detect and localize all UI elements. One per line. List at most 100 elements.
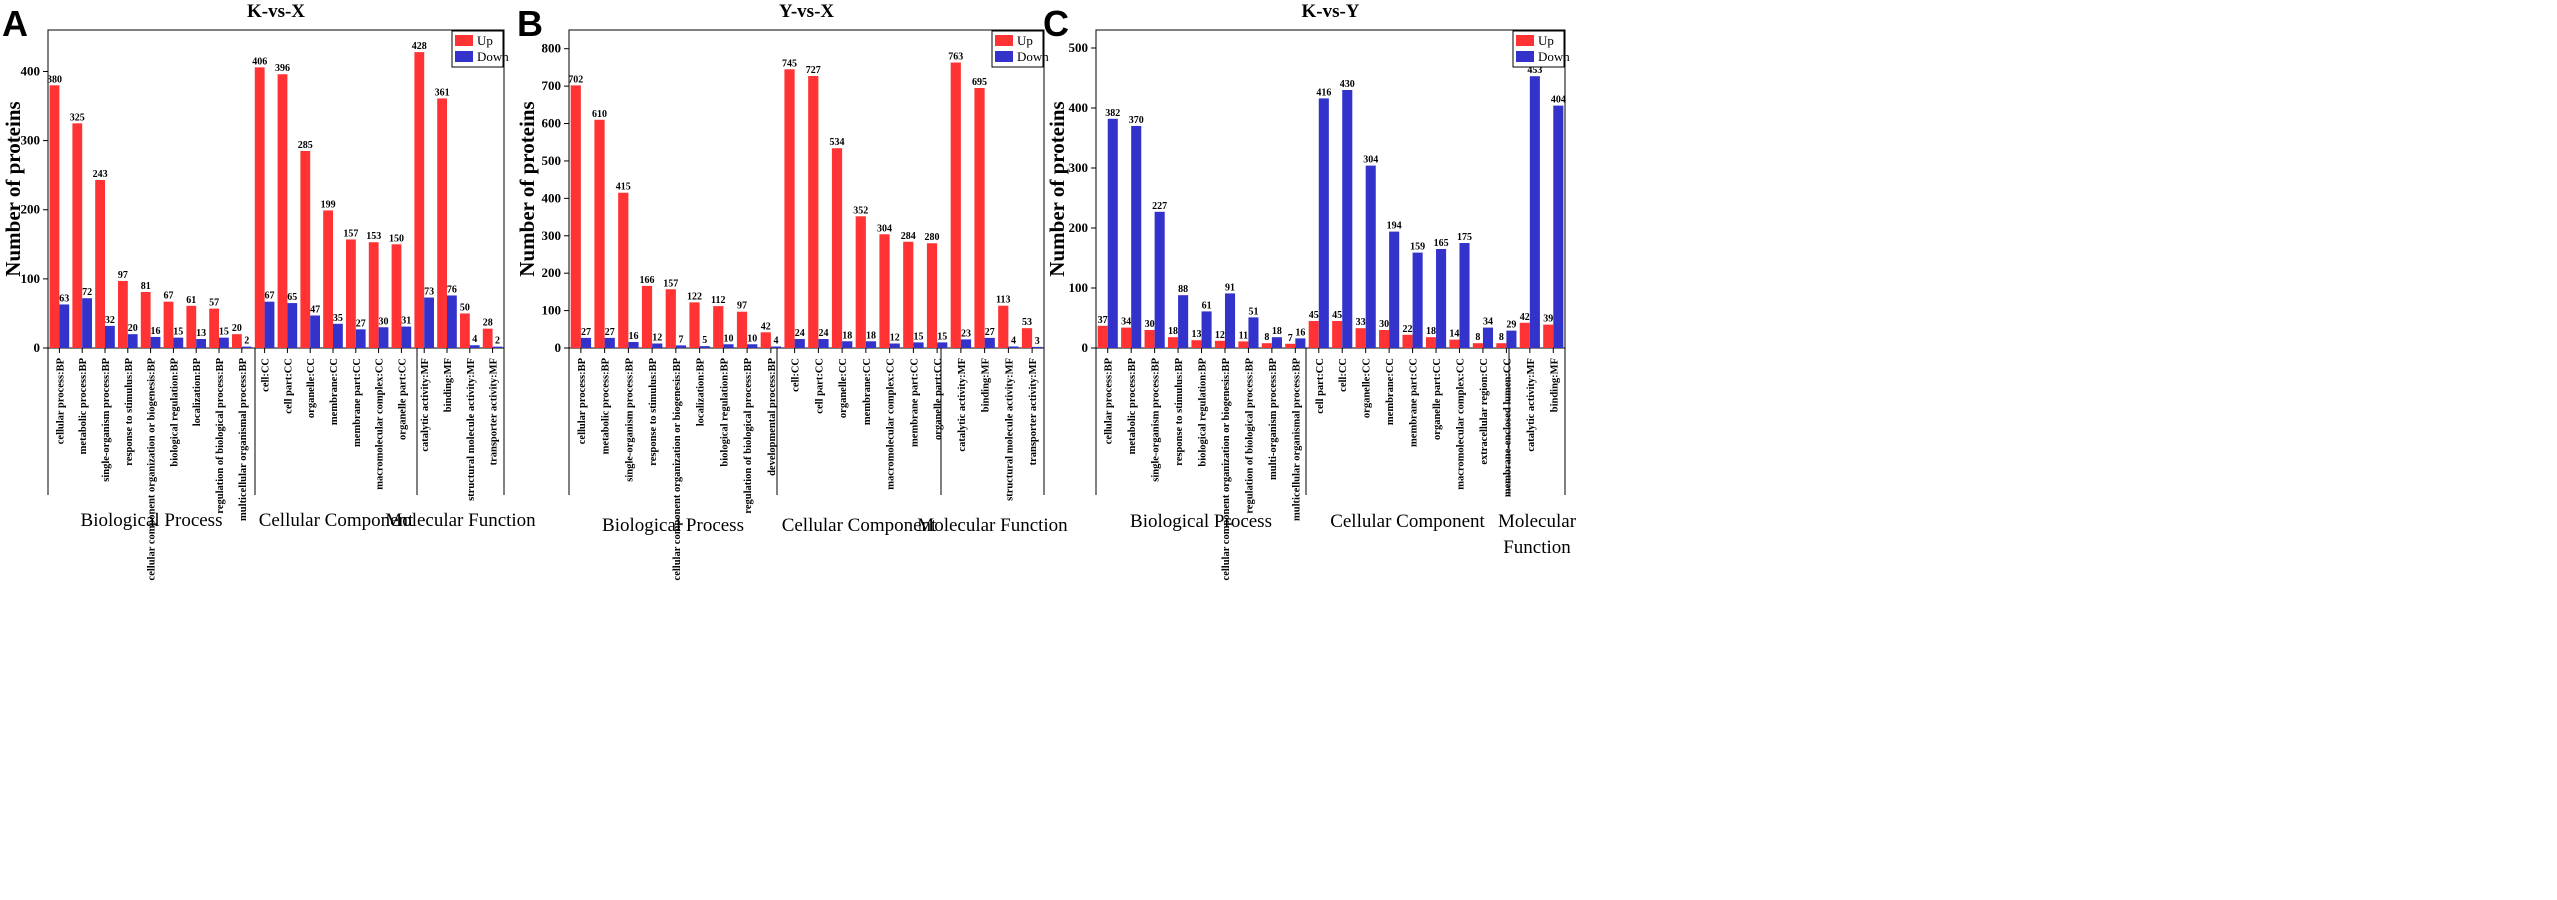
bar-down <box>1459 243 1470 348</box>
data-label-down: 4 <box>773 336 778 347</box>
x-tick-label: single-organism process:BP <box>624 357 635 481</box>
x-tick-label: cell part:CC <box>283 358 294 414</box>
data-label-up: 57 <box>209 298 219 309</box>
data-label-up: 122 <box>687 291 702 302</box>
x-tick-label: biological regulation:BP <box>169 357 180 466</box>
x-tick-label: binding:MF <box>981 358 992 412</box>
bar-up <box>594 119 605 348</box>
bar-up <box>209 308 219 348</box>
bar-up <box>1332 321 1343 348</box>
x-tick-label: catalytic activity:MF <box>1526 358 1537 452</box>
data-label-down: 304 <box>1363 155 1378 166</box>
bar-up <box>459 313 470 348</box>
y-tick-label: 800 <box>542 41 562 56</box>
bar-up <box>482 328 493 348</box>
data-label-up: 8 <box>1264 332 1269 343</box>
bar-up <box>1543 324 1554 348</box>
bar-up <box>855 216 866 348</box>
bar-down <box>699 346 710 348</box>
bar-down <box>1318 98 1329 349</box>
bar-up <box>879 234 890 348</box>
x-tick-label: organelle part:CC <box>933 358 944 440</box>
data-label-down: 31 <box>401 316 411 327</box>
bar-up <box>903 241 914 348</box>
bar-up <box>1238 341 1249 348</box>
bar-up <box>760 332 771 348</box>
data-label-up: 396 <box>275 63 290 74</box>
x-tick-label: multicellular organismal process:BP <box>1291 357 1302 521</box>
bar-down <box>447 295 457 348</box>
group-label: Biological Process <box>81 510 223 531</box>
data-label-up: 406 <box>252 56 267 67</box>
data-label-down: 61 <box>1202 300 1212 311</box>
bar-down <box>1553 105 1564 348</box>
bar-down <box>310 315 321 348</box>
plot-frame <box>1095 29 1566 349</box>
bar-down <box>241 346 252 348</box>
x-tick-label: regulation of biological process:BP <box>215 357 226 513</box>
group-label: Molecular Function <box>385 510 536 531</box>
y-tick-label: 500 <box>1069 40 1089 55</box>
data-label-up: 695 <box>972 77 987 88</box>
data-label-up: 280 <box>925 232 940 243</box>
bar-up <box>1449 339 1460 348</box>
data-label-down: 72 <box>82 287 92 298</box>
data-label-up: 113 <box>996 295 1010 306</box>
bar-up <box>1402 334 1413 348</box>
x-tick-label: membrane:CC <box>329 358 340 425</box>
bar-up <box>117 280 128 348</box>
data-label-down: 404 <box>1551 95 1566 106</box>
data-label-up: 33 <box>1356 317 1366 328</box>
bar-up <box>808 76 819 348</box>
bar-down <box>219 337 229 348</box>
bar-down <box>378 327 389 348</box>
y-tick-label: 700 <box>542 78 562 93</box>
data-label-down: 13 <box>196 328 206 339</box>
data-label-up: 428 <box>412 41 427 52</box>
chart-title: Y-vs-X <box>779 1 835 22</box>
data-label-down: 3 <box>1035 336 1040 347</box>
x-tick-label: organelle part:CC <box>397 358 408 440</box>
y-tick-label: 600 <box>542 116 562 131</box>
data-label-down: 27 <box>985 327 995 338</box>
data-label-down: 24 <box>818 328 828 339</box>
data-label-down: 15 <box>173 327 183 338</box>
data-label-down: 29 <box>1506 320 1516 331</box>
bar-up <box>1519 322 1530 348</box>
data-label-up: 12 <box>1215 330 1225 341</box>
x-tick-label: cell:CC <box>791 358 802 392</box>
y-tick-label: 0 <box>1082 340 1089 355</box>
x-tick-label: regulation of biological process:BP <box>1244 357 1255 513</box>
data-label-down: 12 <box>652 333 662 344</box>
x-tick-label: cellular process:BP <box>577 357 588 444</box>
bar-up <box>323 210 333 348</box>
bar-down <box>675 345 687 348</box>
x-tick-label: multi-organism process:BP <box>1268 357 1279 480</box>
y-tick-label: 0 <box>555 340 562 355</box>
data-label-down: 15 <box>937 331 947 342</box>
y-tick-label: 100 <box>1069 280 1089 295</box>
x-tick-label: extracellular region:CC <box>1479 358 1490 465</box>
legend-label: Up <box>477 33 493 48</box>
x-tick-label: cellular process:BP <box>55 357 66 444</box>
data-label-down: 34 <box>1483 317 1493 328</box>
data-label-up: 325 <box>70 112 85 123</box>
bar-down <box>937 342 948 348</box>
y-tick-label: 100 <box>21 271 41 286</box>
data-label-up: 285 <box>298 140 313 151</box>
bar-up <box>163 301 174 348</box>
legend-swatch <box>995 35 1013 46</box>
data-label-down: 27 <box>605 327 615 338</box>
bar-up <box>140 292 151 348</box>
x-tick-label: developmental process:BP <box>767 357 778 476</box>
data-label-down: 20 <box>128 323 138 334</box>
data-label-down: 67 <box>265 291 275 302</box>
x-tick-label: biological regulation:BP <box>1198 357 1209 466</box>
bar-down <box>150 336 161 348</box>
x-tick-label: macromolecular complex:CC <box>375 358 386 490</box>
data-label-down: 76 <box>447 284 457 295</box>
data-label-down: 51 <box>1248 306 1258 317</box>
bar-up <box>1167 337 1179 348</box>
x-tick-label: binding:MF <box>1549 358 1560 412</box>
bar-down <box>424 297 435 348</box>
